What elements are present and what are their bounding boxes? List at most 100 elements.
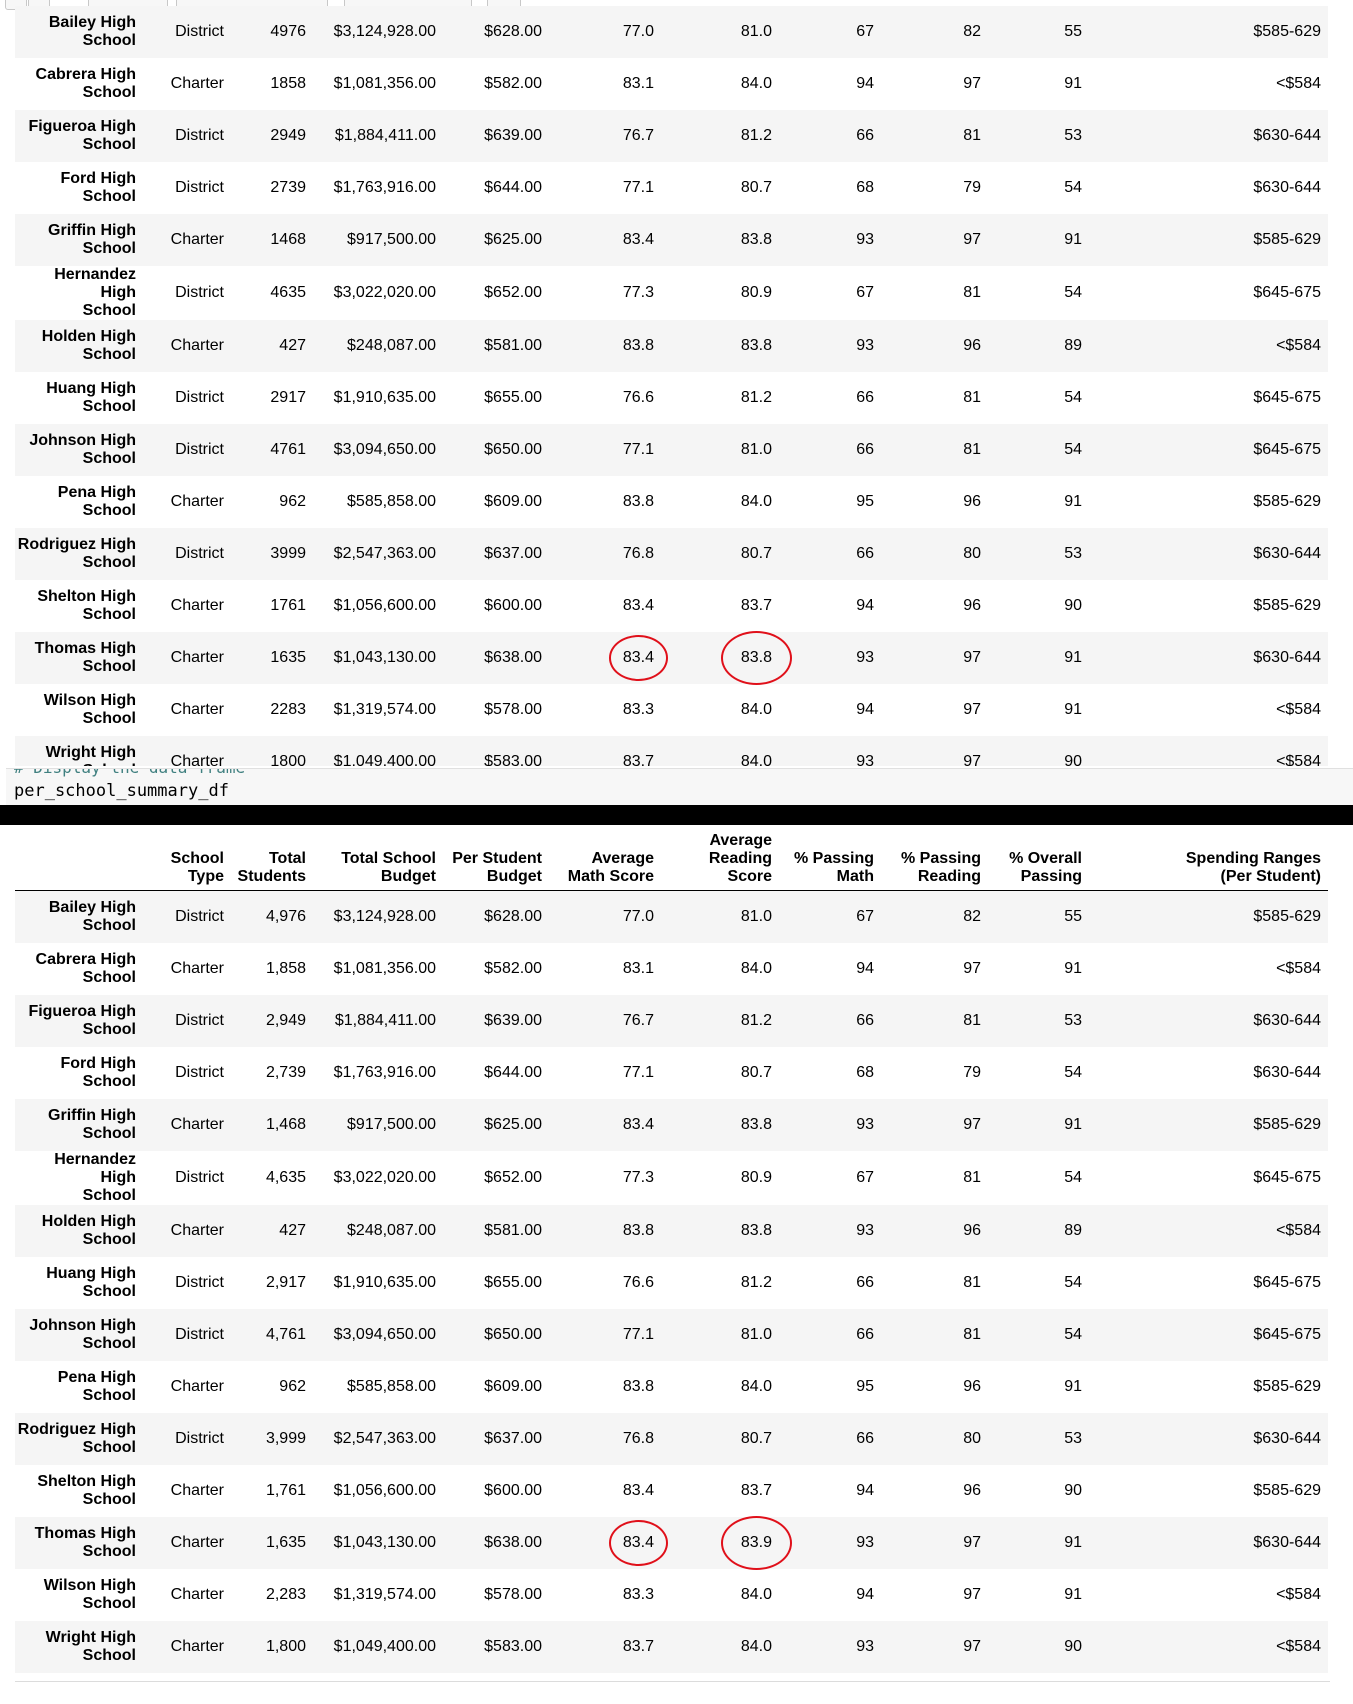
table-cell: 54 xyxy=(1064,441,1082,458)
table-cell: 97 xyxy=(963,753,981,766)
table-cell: $583.00 xyxy=(484,1637,542,1655)
table-cell: 83.8 xyxy=(622,1221,654,1239)
table-cell: 76.6 xyxy=(622,389,654,406)
table-cell: 80.9 xyxy=(740,284,772,301)
toolbar-button[interactable] xyxy=(487,0,521,10)
table-cell: 81 xyxy=(963,127,981,144)
table-cell: 93 xyxy=(856,337,874,354)
table-cell: 97 xyxy=(963,75,981,92)
table-cell: $625.00 xyxy=(484,1115,542,1133)
toolbar-button[interactable] xyxy=(5,0,27,10)
table-cell: 94 xyxy=(856,959,874,977)
table-cell: 54 xyxy=(1064,284,1082,301)
school-name: Holden High School xyxy=(41,1212,136,1248)
table-cell: 81 xyxy=(963,441,981,458)
table-cell: 91 xyxy=(1064,231,1082,248)
table-cell: 80.7 xyxy=(740,1063,772,1081)
table-row: Shelton High School Charter 1,761 $1,056,600… xyxy=(15,1465,1328,1517)
table-cell: 67 xyxy=(856,284,874,301)
table-cell: 83.8 xyxy=(622,337,654,354)
table-cell: $645-675 xyxy=(1253,441,1321,458)
table-cell: District xyxy=(175,1273,224,1291)
table-cell: 2,949 xyxy=(265,1011,306,1029)
table-cell: 1800 xyxy=(270,753,306,766)
table-cell: District xyxy=(175,389,224,406)
school-name: Cabrera High School xyxy=(35,66,136,101)
table-cell: 81 xyxy=(963,284,981,301)
toolbar-dropdown[interactable] xyxy=(344,0,472,10)
table-cell: $628.00 xyxy=(484,23,542,40)
table-cell: 89 xyxy=(1064,1221,1082,1239)
table-cell: 84.0 xyxy=(740,1585,772,1603)
table-cell: 81.2 xyxy=(740,1273,772,1291)
table-cell: $248,087.00 xyxy=(347,1221,436,1239)
table-cell: $1,056,600.00 xyxy=(333,1481,436,1499)
table-cell: 97 xyxy=(963,1115,981,1133)
table-cell: 1,858 xyxy=(265,959,306,977)
table-cell: $655.00 xyxy=(484,389,542,406)
table-cell: 66 xyxy=(856,1325,874,1343)
table-cell: $638.00 xyxy=(484,649,542,666)
table-cell: 83.8 xyxy=(740,1221,772,1239)
table-cell: $1,043,130.00 xyxy=(333,649,436,666)
table-cell: $1,081,356.00 xyxy=(333,75,436,92)
table-cell: $585-629 xyxy=(1253,597,1321,614)
table-cell: 1858 xyxy=(270,75,306,92)
table-cell: $655.00 xyxy=(484,1273,542,1291)
table-row: Holden High School Charter 427 $248,087.00 $5… xyxy=(15,1204,1328,1257)
column-header: Total Students xyxy=(237,850,306,885)
table-cell: Charter xyxy=(170,1585,224,1603)
code-cell[interactable]: # Display the data frame per_school_summ… xyxy=(6,768,1353,805)
table-row: Pena High School Charter 962 $585,858.00 $609… xyxy=(15,476,1328,528)
table-cell: $645-675 xyxy=(1253,284,1321,301)
table-cell: $650.00 xyxy=(484,1325,542,1343)
school-name: Bailey High School xyxy=(48,14,136,49)
table-cell: 83.1 xyxy=(622,75,654,92)
table-cell: 4,761 xyxy=(265,1325,306,1343)
table-row: Griffin High School Charter 1468 $917,500.00… xyxy=(15,214,1328,266)
table-cell: 90 xyxy=(1064,1481,1082,1499)
table-cell: 84.0 xyxy=(740,1637,772,1655)
table-cell: 2283 xyxy=(270,701,306,718)
table-cell: 94 xyxy=(856,1585,874,1603)
table-cell: 83.4 xyxy=(549,1517,669,1569)
table-cell: $652.00 xyxy=(484,284,542,301)
column-header: Total School Budget xyxy=(341,850,436,885)
toolbar-button[interactable] xyxy=(176,0,328,10)
table-cell: 91 xyxy=(1064,1533,1082,1551)
table-cell: Charter xyxy=(170,1377,224,1395)
table-cell: 96 xyxy=(963,1221,981,1239)
column-header: Average Reading Score xyxy=(708,832,772,885)
table-cell: 84.0 xyxy=(740,1377,772,1395)
table-cell: 3,999 xyxy=(265,1429,306,1447)
table-row: Thomas High School Charter 1,635 $1,043,130.… xyxy=(15,1515,1328,1570)
table-cell: 81 xyxy=(963,389,981,406)
toolbar-button[interactable] xyxy=(28,0,50,10)
table-cell: <$584 xyxy=(1276,1637,1321,1655)
table-cell: 77.1 xyxy=(622,1063,654,1081)
table-cell: District xyxy=(175,907,224,925)
code-text[interactable]: per_school_summary_df xyxy=(14,781,229,801)
table-cell: 97 xyxy=(963,1585,981,1603)
per-school-table-current: School Type Total Students Total School Bu… xyxy=(15,832,1328,1673)
table-cell: 54 xyxy=(1064,1063,1082,1081)
table-cell: $1,884,411.00 xyxy=(334,127,436,144)
table-cell: $645-675 xyxy=(1253,1325,1321,1343)
table-cell: 83.7 xyxy=(622,1637,654,1655)
table-cell: 83.8 xyxy=(661,631,793,685)
table-cell: 96 xyxy=(963,1481,981,1499)
table-cell: 81.0 xyxy=(740,1325,772,1343)
table-cell: 94 xyxy=(856,701,874,718)
table-row: Hernandez High School District 4,635 $3,022,… xyxy=(15,1151,1328,1205)
table-cell: Charter xyxy=(170,753,224,766)
toolbar-button[interactable] xyxy=(88,0,168,10)
table-cell: $3,094,650.00 xyxy=(333,1325,436,1343)
table-cell: 95 xyxy=(856,493,874,510)
table-cell: 2917 xyxy=(270,389,306,406)
table-cell: 91 xyxy=(1064,649,1082,666)
school-name: Huang High School xyxy=(46,1264,136,1300)
table-cell: 81.2 xyxy=(740,127,772,144)
school-name: Johnson High School xyxy=(29,1316,136,1352)
table-cell: Charter xyxy=(170,1115,224,1133)
table-cell: $1,319,574.00 xyxy=(333,701,436,718)
